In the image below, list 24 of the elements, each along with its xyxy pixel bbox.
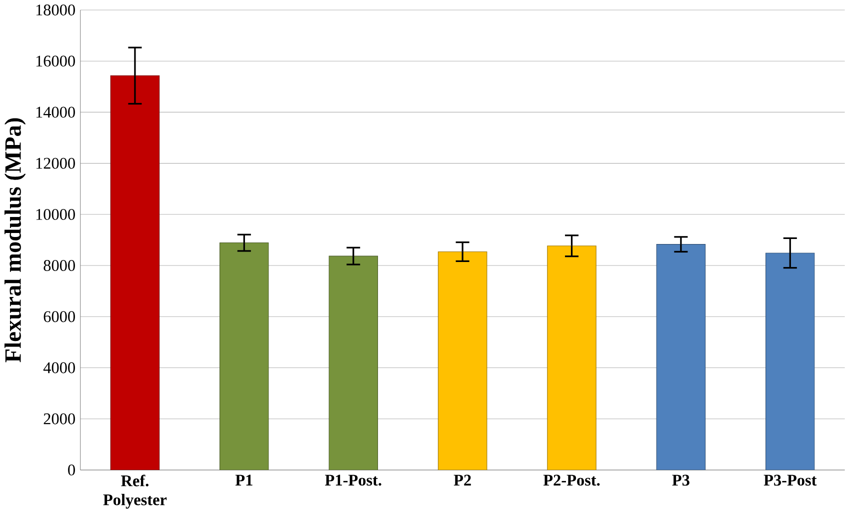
bar xyxy=(438,251,488,470)
y-tick-label: 10000 xyxy=(36,208,75,220)
x-tick-label: P2 xyxy=(454,474,471,486)
x-tick-label: P3-Post xyxy=(764,474,817,486)
y-tick-label: 18000 xyxy=(36,4,75,16)
x-tick-label: P3 xyxy=(672,474,690,486)
bar xyxy=(328,256,378,470)
y-tick-label: 16000 xyxy=(36,56,75,66)
y-tick-label: 2000 xyxy=(44,413,75,424)
y-tick-label: 14000 xyxy=(36,106,75,118)
x-tick-label: P1-Post. xyxy=(325,474,382,486)
y-tick-label: 0 xyxy=(68,464,75,476)
y-tick-label: 4000 xyxy=(43,362,75,374)
y-tick-label: 6000 xyxy=(44,311,75,322)
y-tick-label: 12000 xyxy=(36,158,75,169)
x-tick-label: P2-Post. xyxy=(543,474,600,486)
bar xyxy=(656,244,706,470)
bar xyxy=(110,75,160,470)
x-tick-label: P1 xyxy=(235,474,252,486)
y-axis-title: Flexural modulus (MPa) xyxy=(4,118,26,362)
bar xyxy=(220,242,269,470)
y-tick-label: 8000 xyxy=(44,260,75,271)
x-tick-label: Ref. Polyester xyxy=(103,474,167,509)
bar xyxy=(766,252,815,470)
